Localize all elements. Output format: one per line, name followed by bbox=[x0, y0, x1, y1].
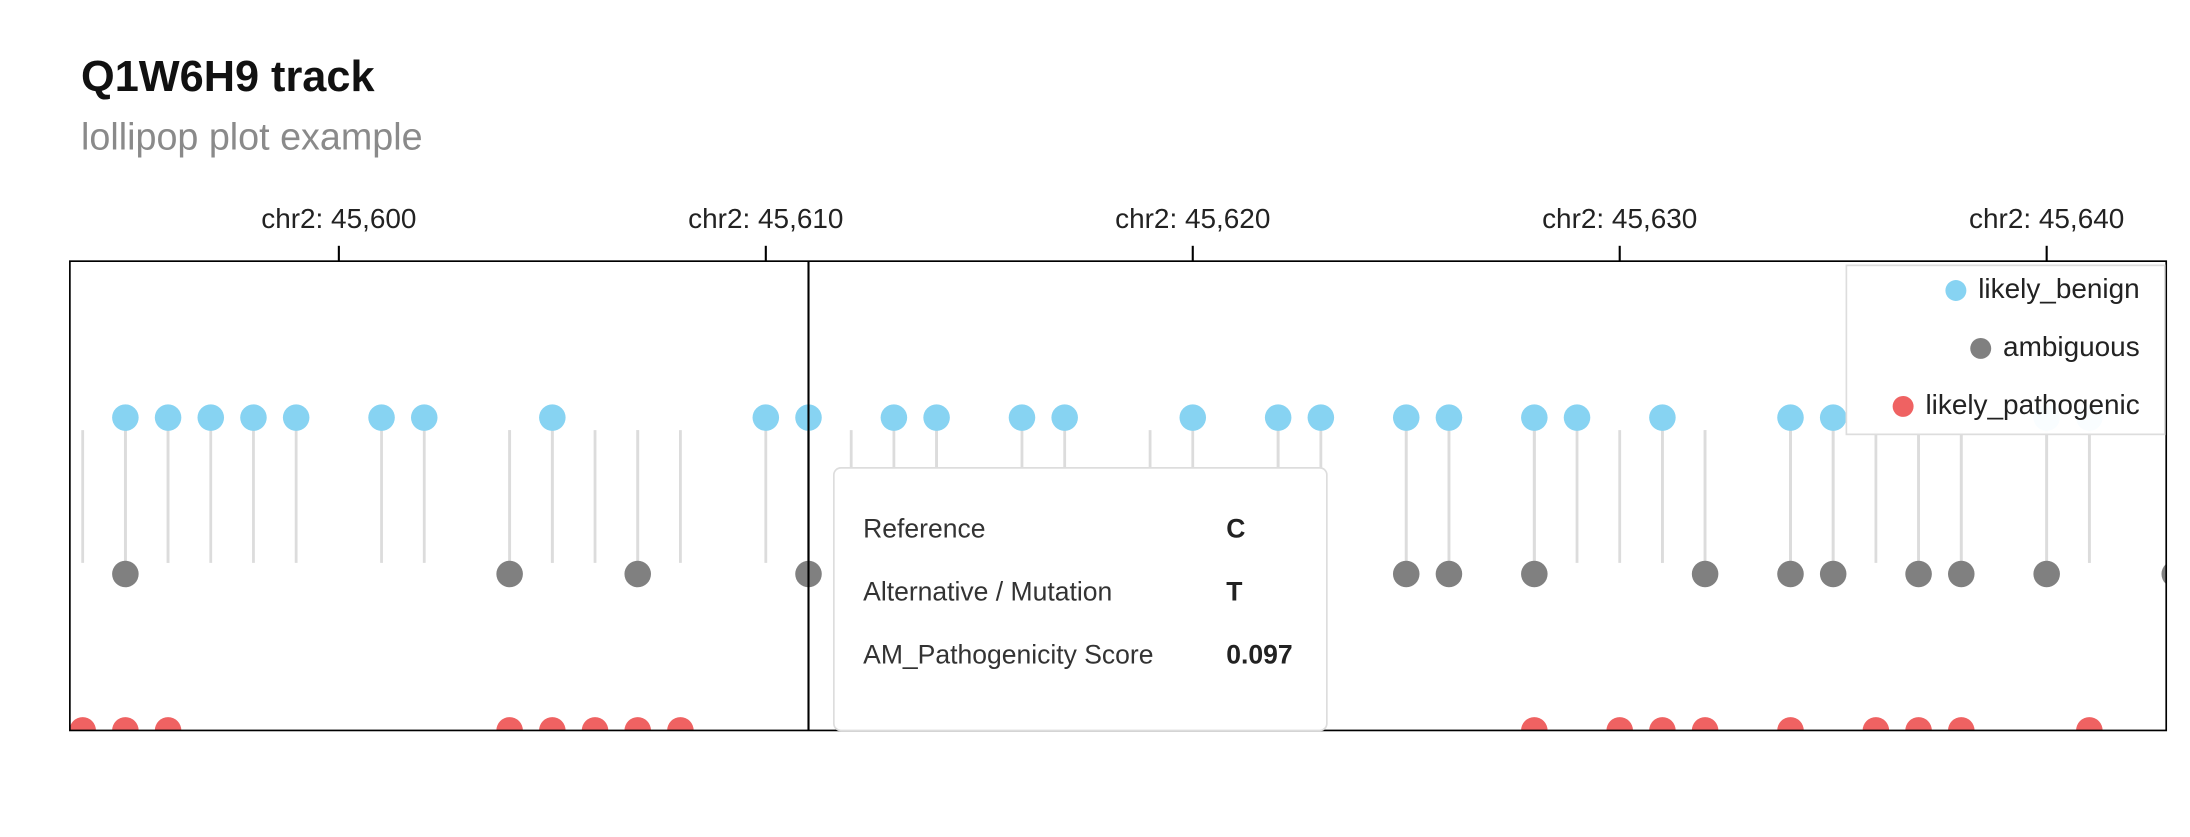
legend-label[interactable]: likely_pathogenic bbox=[1925, 389, 2139, 420]
lollipop-head[interactable] bbox=[1649, 717, 1676, 744]
lollipop-head[interactable] bbox=[240, 404, 267, 431]
lollipop-head[interactable] bbox=[1051, 404, 1078, 431]
lollipop-head[interactable] bbox=[1777, 404, 1804, 431]
tooltip-label: Reference bbox=[863, 514, 985, 544]
lollipop-head[interactable] bbox=[1691, 717, 1719, 744]
lollipop-head[interactable] bbox=[1862, 717, 1890, 744]
lollipop-head[interactable] bbox=[1264, 404, 1292, 431]
legend-label[interactable]: likely_benign bbox=[1978, 273, 2139, 304]
lollipop-head[interactable] bbox=[1691, 560, 1719, 588]
lollipop-head[interactable] bbox=[624, 560, 651, 588]
legend-swatch[interactable] bbox=[1970, 337, 1992, 359]
lollipop-head[interactable] bbox=[1392, 404, 1420, 431]
x-tick-label: chr2: 45,610 bbox=[688, 203, 843, 234]
lollipop-head[interactable] bbox=[1819, 560, 1847, 588]
lollipop-head[interactable] bbox=[1948, 717, 1975, 744]
lollipop-head[interactable] bbox=[923, 404, 950, 431]
lollipop-head[interactable] bbox=[112, 404, 139, 431]
lollipop-head[interactable] bbox=[1819, 404, 1847, 431]
lollipop-head[interactable] bbox=[154, 404, 182, 431]
lollipop-head[interactable] bbox=[1563, 404, 1591, 431]
x-tick-label: chr2: 45,630 bbox=[1542, 203, 1697, 234]
lollipop-head[interactable] bbox=[1606, 717, 1633, 744]
lollipop-head[interactable] bbox=[1649, 404, 1676, 431]
lollipop-head[interactable] bbox=[154, 717, 182, 744]
tooltip-value: C bbox=[1226, 514, 1245, 544]
lollipop-head[interactable] bbox=[1777, 560, 1804, 588]
lollipop-head[interactable] bbox=[112, 560, 139, 588]
lollipop-head[interactable] bbox=[539, 717, 566, 744]
lollipop-head[interactable] bbox=[1777, 717, 1804, 744]
lollipop-head[interactable] bbox=[69, 717, 96, 744]
lollipop-head[interactable] bbox=[1392, 560, 1420, 588]
overlay: Reference C Alternative / Mutation T AM_Path… bbox=[807, 261, 2166, 732]
tooltip-value: T bbox=[1226, 577, 1242, 607]
lollipop-head[interactable] bbox=[624, 717, 651, 744]
lollipop-head[interactable] bbox=[1521, 404, 1548, 431]
lollipop-head[interactable] bbox=[410, 404, 438, 431]
lollipop-head[interactable] bbox=[1435, 560, 1463, 588]
tooltip-label: Alternative / Mutation bbox=[863, 577, 1112, 607]
lollipop-head[interactable] bbox=[539, 404, 566, 431]
tooltip-label: AM_Pathogenicity Score bbox=[863, 639, 1153, 669]
lollipop-head[interactable] bbox=[282, 404, 310, 431]
x-tick-label: chr2: 45,640 bbox=[1969, 203, 2124, 234]
lollipop-head[interactable] bbox=[880, 404, 908, 431]
lollipop-head[interactable] bbox=[1905, 717, 1932, 744]
lollipop-head[interactable] bbox=[1905, 560, 1932, 588]
lollipop-head[interactable] bbox=[368, 404, 395, 431]
lollipop-head[interactable] bbox=[197, 404, 225, 431]
x-tick-label: chr2: 45,620 bbox=[1115, 203, 1270, 234]
lollipop-head[interactable] bbox=[1008, 404, 1036, 431]
lollipop-head[interactable] bbox=[667, 717, 694, 744]
lollipop-head[interactable] bbox=[2161, 561, 2188, 588]
legend: likely_benign ambiguous likely_pathogenic bbox=[1845, 264, 2166, 436]
lollipop-head[interactable] bbox=[496, 717, 523, 744]
chart-title: Q1W6H9 track bbox=[81, 53, 375, 101]
lollipop-head[interactable] bbox=[496, 560, 523, 588]
lollipop-head[interactable] bbox=[1521, 560, 1548, 588]
x-tick-label: chr2: 45,600 bbox=[261, 203, 416, 234]
lollipop-head[interactable] bbox=[2033, 560, 2060, 588]
legend-swatch[interactable] bbox=[1945, 280, 1967, 301]
lollipop-head[interactable] bbox=[1948, 560, 1975, 588]
lollipop-head[interactable] bbox=[1435, 404, 1463, 431]
lollipop-head[interactable] bbox=[752, 404, 780, 431]
lollipop-head[interactable] bbox=[1521, 717, 1548, 744]
tooltip-value: 0.097 bbox=[1226, 639, 1292, 669]
lollipop-head[interactable] bbox=[1179, 404, 1207, 431]
lollipop-head[interactable] bbox=[581, 717, 609, 744]
lollipop-head[interactable] bbox=[1307, 404, 1335, 431]
legend-label[interactable]: ambiguous bbox=[2003, 331, 2140, 362]
lollipop-head[interactable] bbox=[112, 717, 139, 744]
tooltip-box bbox=[832, 467, 1328, 732]
legend-swatch[interactable] bbox=[1892, 395, 1914, 417]
chart-subtitle: lollipop plot example bbox=[81, 116, 423, 158]
lollipop-head[interactable] bbox=[2076, 717, 2103, 744]
